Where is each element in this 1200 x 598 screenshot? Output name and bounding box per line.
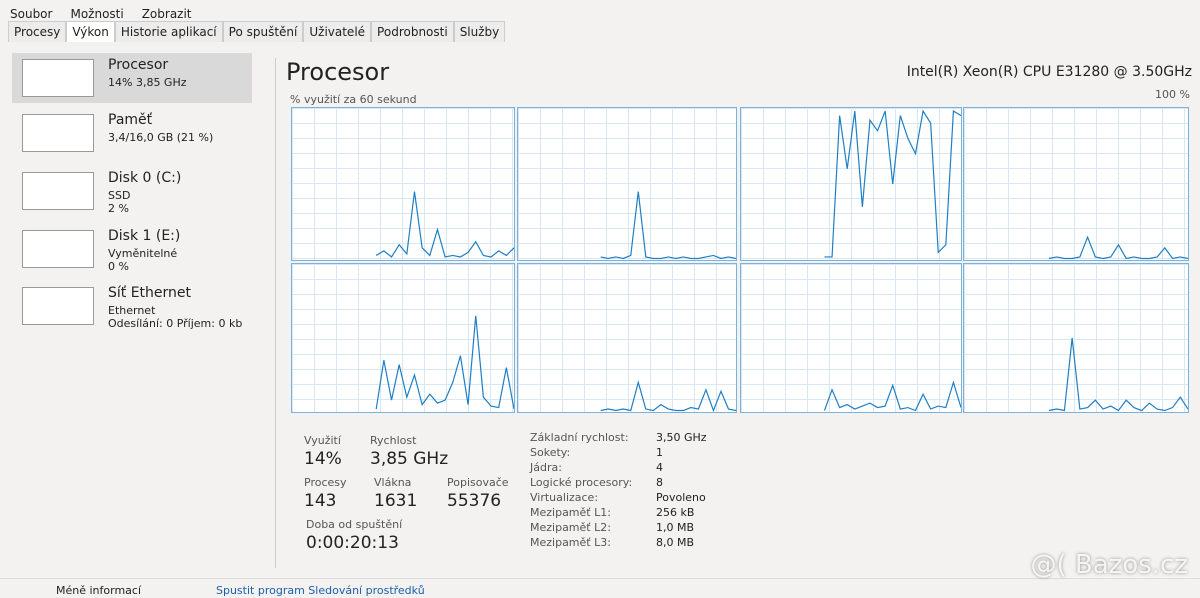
footer: Méně informací Spustit program Sledování… [0,578,1200,598]
detail-value: 3,50 GHz [656,431,707,444]
core-graph [291,263,515,413]
graph-caption: % využití za 60 sekund [290,93,417,106]
detail-label: Mezipaměť L1: [530,506,611,519]
thumbnail [22,114,94,152]
tab[interactable]: Výkon [66,21,115,42]
item-detail: Odesílání: 0 Příjem: 0 kb [108,317,243,330]
core-line [1048,235,1188,260]
core-line [823,380,961,412]
stat-label: Rychlost [370,434,417,447]
item-detail: Vyměnitelné [108,247,178,260]
core-plot [823,380,961,412]
detail-value: 1 [656,446,663,459]
sidebar-item[interactable]: Disk 1 (E:) Vyměnitelné 0 % [12,224,252,274]
tab[interactable]: Podrobnosti [371,21,454,42]
panel-title: Procesor [286,58,390,86]
stat-value: 143 [304,491,337,511]
detail-value: Povoleno [656,491,706,504]
graph-max: 100 % [1155,88,1190,101]
core-graph [963,263,1189,413]
detail-value: 256 kB [656,506,695,519]
item-detail: 2 % [108,202,129,215]
core-line [375,315,514,410]
stat-label: Využití [304,434,341,447]
detail-value: 4 [656,461,663,474]
detail-value: 1,0 MB [656,521,695,534]
detail-value: 8 [656,476,663,489]
core-plot [1048,337,1188,412]
thumbnail [22,287,94,325]
item-title: Síť Ethernet [108,285,192,301]
divider [275,58,276,568]
sidebar-item[interactable]: Disk 0 (C:) SSD 2 % [12,166,252,216]
item-detail: Ethernet [108,304,156,317]
stat-value: 14% [304,449,342,469]
sidebar-item[interactable]: Procesor 14% 3,85 GHz [12,53,252,103]
item-title: Disk 1 (E:) [108,228,181,244]
core-plot [375,191,514,258]
item-title: Disk 0 (C:) [108,170,182,186]
core-line [375,191,514,258]
item-detail: 0 % [108,260,129,273]
thumbnail [22,59,94,97]
stat-value: 1631 [374,491,418,511]
detail-label: Mezipaměť L2: [530,521,611,534]
cpu-name: Intel(R) Xeon(R) CPU E31280 @ 3.50GHz [906,64,1192,80]
stat-label: Popisovače [447,476,509,489]
thumbnail [22,172,94,210]
sidebar-item[interactable]: Paměť 3,4/16,0 GB (21 %) [12,108,252,158]
core-plot [600,380,736,412]
item-title: Paměť [108,112,153,128]
core-graph [740,107,962,261]
detail-label: Mezipaměť L3: [530,536,611,549]
core-graph [291,107,515,261]
sidebar-item[interactable]: Síť Ethernet Ethernet Odesílání: 0 Příjem:… [12,281,252,331]
stat-value: 3,85 GHz [370,449,449,469]
tab[interactable]: Služby [453,21,506,42]
core-plot [824,109,961,258]
core-line [824,109,961,258]
thumbnail [22,230,94,268]
less-info[interactable]: Méně informací [56,584,142,597]
core-plot [600,191,736,260]
stat-label: Vlákna [374,476,412,489]
core-line [600,191,736,260]
tab[interactable]: Po spuštění [222,21,304,42]
tab[interactable]: Uživatelé [303,21,372,42]
menu-item[interactable]: Soubor [10,7,53,21]
detail-label: Virtualizace: [530,491,599,504]
stat-label: Procesy [304,476,347,489]
menu-item[interactable]: Možnosti [70,7,124,21]
tab[interactable]: Procesy [8,21,67,42]
item-detail: SSD [108,189,131,202]
core-graph [517,263,737,413]
stat-label: Doba od spuštění [306,518,403,531]
menu-item[interactable]: Zobrazit [141,7,192,21]
menu-bar: Soubor Možnosti Zobrazit [10,3,210,22]
resource-monitor-link[interactable]: Spustit program Sledování prostředků [216,584,425,597]
tab-bar: Procesy Výkon Historie aplikací Po spuštění… [8,21,506,42]
item-detail: 14% 3,85 GHz [108,76,187,89]
core-plot [1048,235,1188,260]
core-graph [517,107,737,261]
core-line [600,380,736,412]
detail-label: Sokety: [530,446,571,459]
core-plot [375,315,514,410]
detail-value: 8,0 MB [656,536,695,549]
core-graph [740,263,962,413]
watermark: @( Bazos.cz [1030,550,1189,580]
detail-label: Logické procesory: [530,476,633,489]
stat-value: 55376 [447,491,502,511]
item-title: Procesor [108,57,169,73]
detail-label: Základní rychlost: [530,431,629,444]
item-detail: 3,4/16,0 GB (21 %) [108,131,214,144]
core-graph [963,107,1189,261]
detail-label: Jádra: [530,461,562,474]
tab[interactable]: Historie aplikací [114,21,223,42]
core-line [1048,337,1188,412]
stat-value: 0:00:20:13 [306,533,399,553]
